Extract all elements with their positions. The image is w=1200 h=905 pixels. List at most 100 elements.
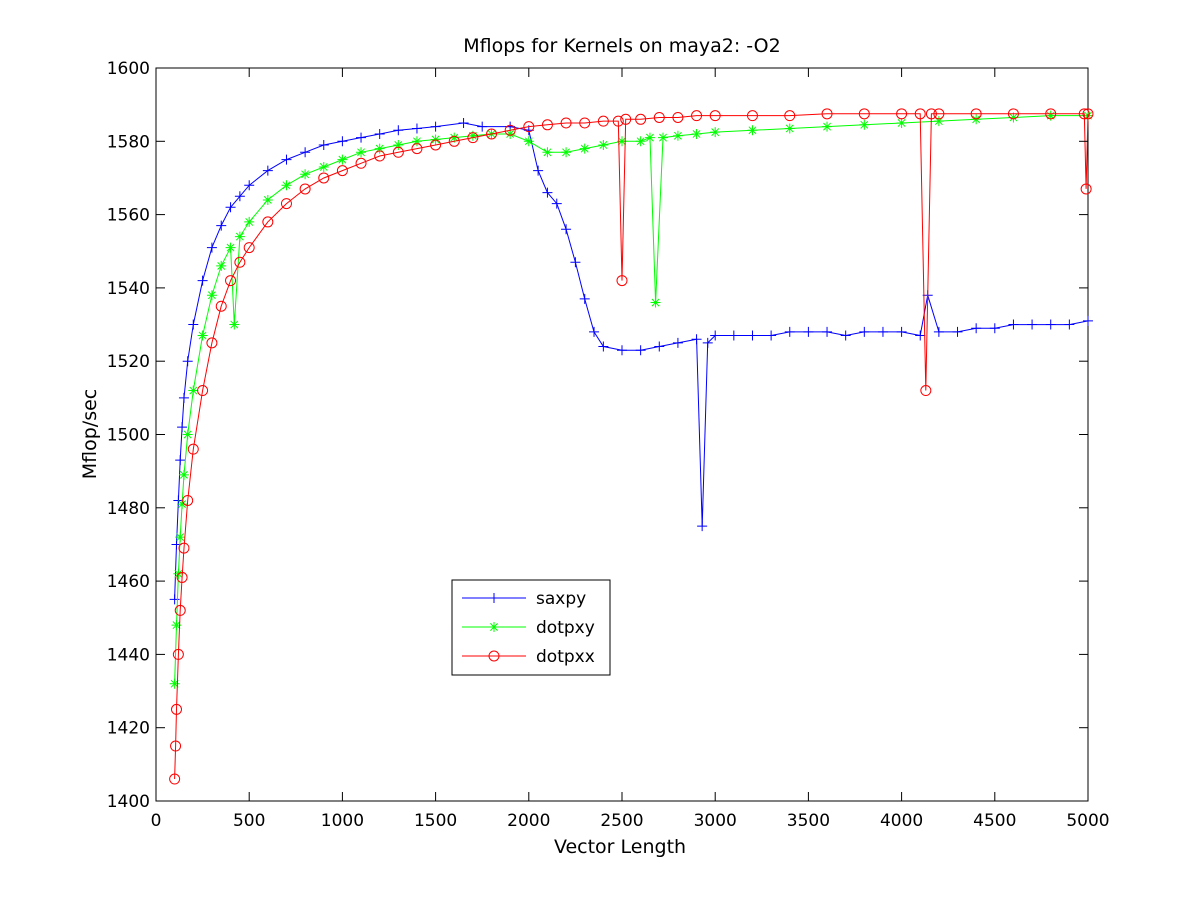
data-point-saxpy (244, 180, 255, 191)
data-point-dotpxy (225, 242, 236, 253)
legend-marker-saxpy (489, 593, 499, 603)
data-point-saxpy (177, 422, 188, 433)
data-point-dotpxx (1045, 108, 1057, 120)
data-point-dotpxy (177, 499, 188, 510)
legend-label-saxpy: saxpy (536, 589, 586, 609)
data-point-dotpxy (542, 147, 553, 158)
data-point-dotpxx (821, 108, 833, 120)
data-point-saxpy (318, 139, 329, 150)
legend-entry-saxpy: saxpy (462, 589, 586, 609)
data-point-dotpxx (635, 113, 647, 125)
data-point-dotpxy (178, 469, 189, 480)
data-point-saxpy (840, 330, 851, 341)
chart-title: Mflops for Kernels on maya2: -O2 (463, 35, 780, 57)
data-point-saxpy (1083, 315, 1093, 326)
legend-entries: saxpy dotpxy dotpxx (462, 589, 595, 667)
data-point-saxpy (458, 117, 469, 128)
data-point-dotpxx (182, 494, 194, 506)
data-point-saxpy (411, 123, 422, 134)
data-point-dotpxx (392, 146, 404, 158)
data-point-dotpxx (523, 121, 535, 133)
data-point-saxpy (728, 330, 739, 341)
data-point-dotpxx (225, 275, 237, 287)
data-point-saxpy (1027, 319, 1038, 330)
x-tick-label: 1500 (414, 811, 457, 831)
data-point-saxpy (262, 165, 273, 176)
data-point-dotpxy (467, 130, 478, 141)
series-dotpxx (169, 108, 1094, 785)
data-point-dotpxy (262, 194, 273, 205)
data-point-saxpy (579, 293, 590, 304)
data-point-saxpy (933, 326, 944, 337)
data-point-dotpxx (560, 117, 572, 129)
x-tick-label: 5000 (1066, 811, 1109, 831)
data-point-dotpxx (197, 385, 209, 397)
data-point-dotpxx (612, 115, 624, 127)
data-point-dotpxx (172, 648, 184, 660)
y-axis-title: Mflop/sec (79, 389, 101, 479)
data-point-saxpy (169, 594, 180, 605)
data-point-saxpy (747, 330, 758, 341)
data-point-dotpxx (171, 703, 183, 715)
y-tick-label: 1520 (107, 352, 150, 372)
data-point-dotpxy (281, 180, 292, 191)
data-point-dotpxy (356, 147, 367, 158)
data-point-dotpxx (691, 110, 703, 122)
data-point-dotpxy (617, 136, 627, 147)
data-point-saxpy (175, 455, 186, 466)
data-point-dotpxy (747, 125, 758, 136)
data-point-saxpy (1064, 319, 1075, 330)
data-point-dotpxx (579, 117, 591, 129)
data-point-dotpxy (598, 139, 609, 150)
x-tick-label: 1000 (321, 811, 364, 831)
data-point-dotpxy (859, 119, 870, 130)
data-point-dotpxy (197, 330, 208, 341)
data-point-saxpy (182, 356, 193, 367)
data-point-saxpy (635, 345, 646, 356)
y-tick-label: 1580 (107, 132, 150, 152)
data-point-saxpy (617, 345, 627, 356)
data-point-saxpy (430, 121, 441, 132)
x-axis-title: Vector Length (554, 836, 686, 858)
data-point-dotpxy (505, 128, 516, 139)
data-point-dotpxx (176, 571, 188, 583)
data-point-saxpy (784, 326, 795, 337)
series-line-dotpxx (174, 113, 1089, 780)
data-point-dotpxy (374, 143, 385, 154)
y-tick-label: 1540 (107, 279, 150, 299)
data-point-dotpxy (561, 147, 572, 158)
data-point-dotpxx (355, 157, 367, 169)
data-point-dotpxy (635, 136, 646, 147)
y-tick-label: 1400 (107, 792, 150, 812)
y-tick-label: 1600 (107, 59, 150, 79)
data-point-dotpxy (1045, 110, 1056, 121)
data-point-saxpy (1045, 319, 1056, 330)
y-tick-label: 1500 (107, 426, 150, 446)
data-point-dotpxy (691, 128, 702, 139)
legend-label-dotpxx: dotpxx (536, 647, 595, 667)
data-point-saxpy (589, 326, 600, 337)
data-point-dotpxx (1080, 183, 1092, 195)
data-point-saxpy (533, 165, 544, 176)
data-point-dotpxx (467, 132, 479, 144)
data-point-saxpy (859, 326, 870, 337)
data-point-dotpxx (486, 128, 498, 140)
data-point-saxpy (178, 392, 189, 403)
legend-entry-dotpxy: dotpxy (462, 618, 595, 638)
data-point-dotpxy (337, 154, 348, 165)
data-point-dotpxy (244, 216, 255, 227)
data-point-saxpy (225, 202, 236, 213)
data-point-dotpxy (822, 121, 833, 132)
data-point-saxpy (1008, 319, 1019, 330)
x-tick-label: 3500 (787, 811, 830, 831)
legend-entry-dotpxx: dotpxx (462, 647, 595, 667)
y-tick-label: 1460 (107, 572, 150, 592)
data-point-dotpxy (169, 678, 180, 689)
data-point-saxpy (356, 132, 367, 143)
data-point-dotpxx (620, 113, 632, 125)
data-point-dotpxy (300, 169, 311, 180)
data-point-dotpxx (234, 256, 246, 268)
data-point-saxpy (896, 326, 907, 337)
data-point-saxpy (989, 323, 1000, 334)
